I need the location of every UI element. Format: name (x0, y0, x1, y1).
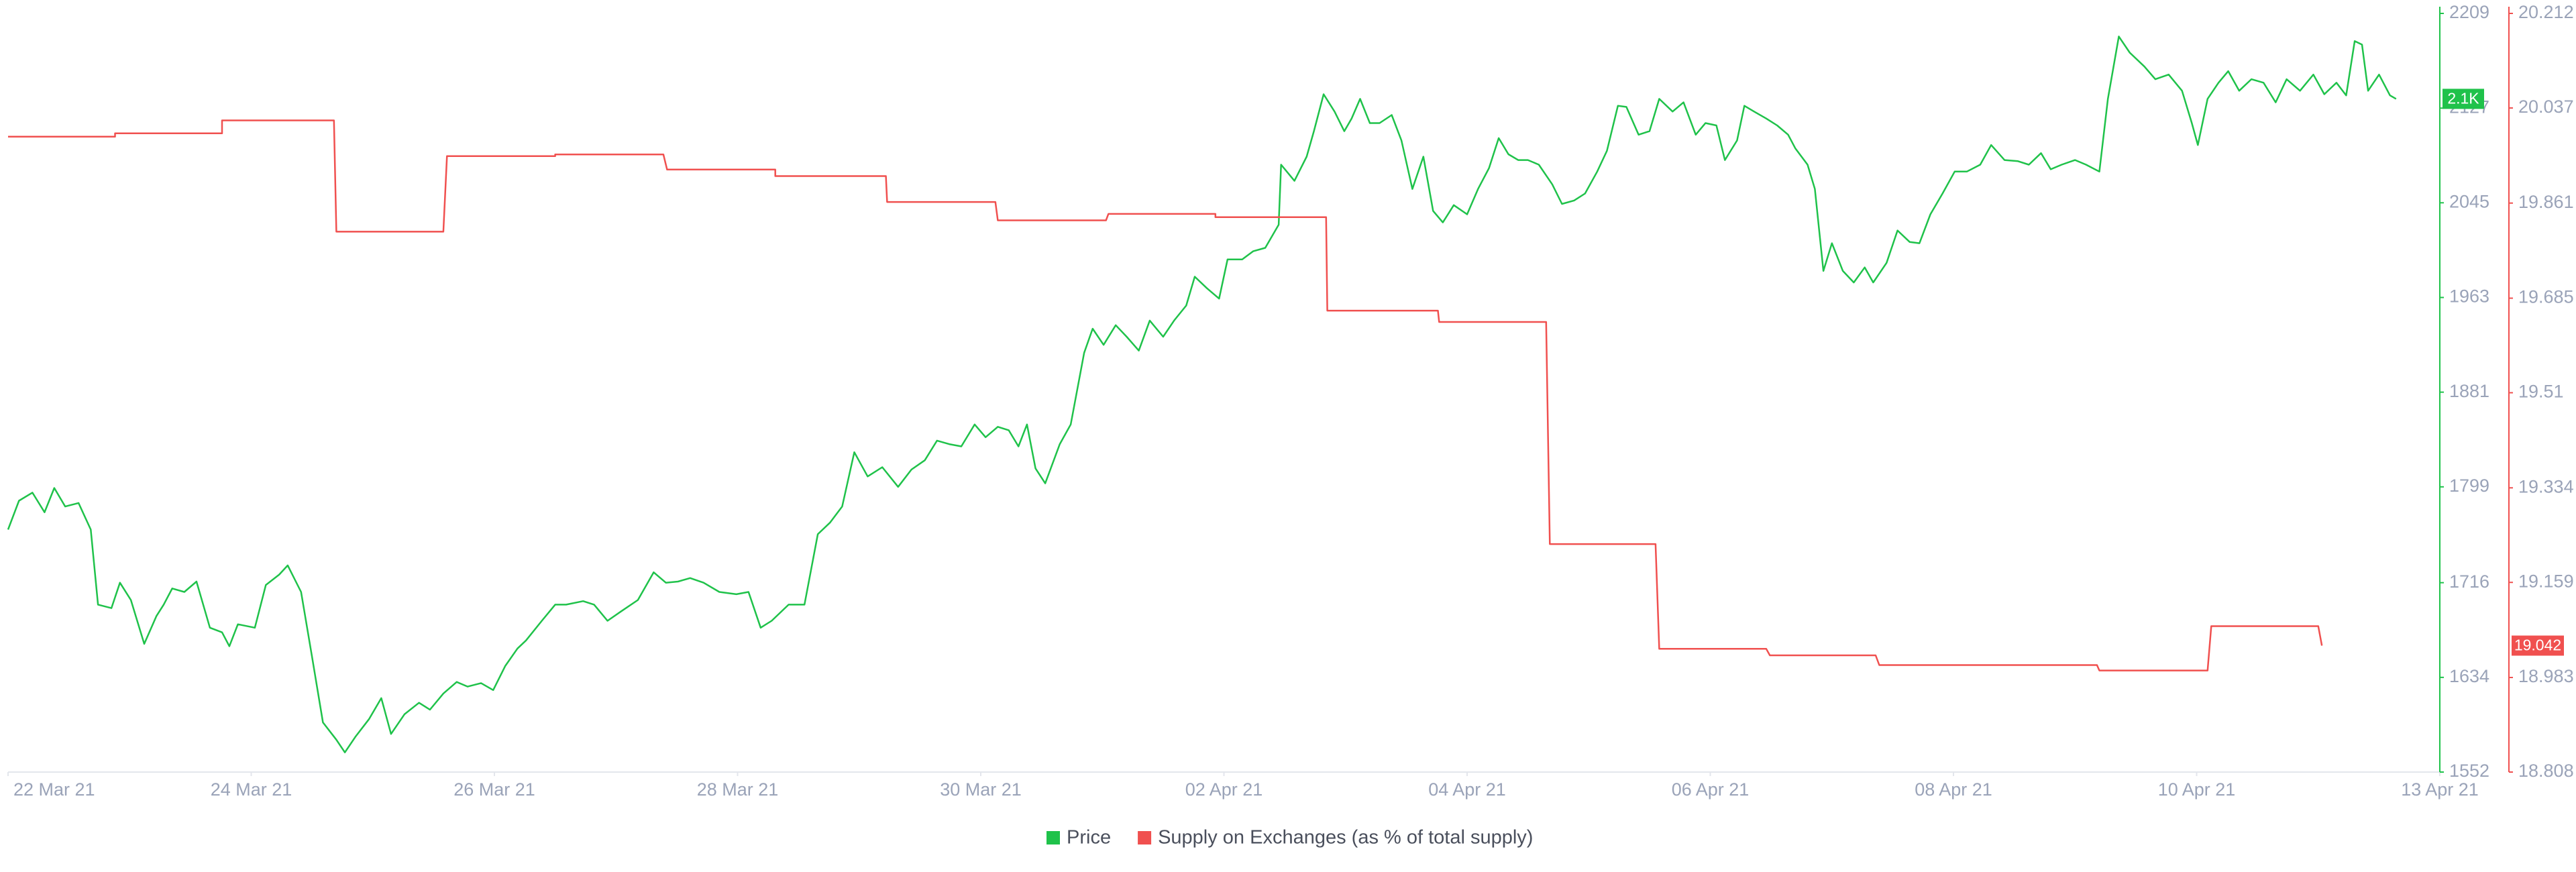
x-tick-label: 08 Apr 21 (1915, 779, 1992, 800)
x-tick-label: 26 Mar 21 (453, 779, 535, 800)
y-tick-label: 1634 (2449, 666, 2489, 686)
y2-tick-label: 18.983 (2518, 666, 2574, 686)
y-tick-label: 1799 (2449, 476, 2489, 496)
y2-tick-label: 20.037 (2518, 97, 2574, 117)
x-tick-label: 30 Mar 21 (940, 779, 1022, 800)
x-tick-label: 28 Mar 21 (697, 779, 779, 800)
value-badge (2512, 635, 2564, 656)
value-badge (2443, 89, 2484, 109)
y2-tick-label: 19.159 (2518, 571, 2574, 591)
y-tick-label: 1963 (2449, 286, 2489, 307)
value-badge-label: 2.1K (2447, 89, 2479, 107)
x-tick-label: 04 Apr 21 (1428, 779, 1506, 800)
x-tick-label: 06 Apr 21 (1672, 779, 1750, 800)
y-tick-label: 1881 (2449, 381, 2489, 401)
y-tick-label: 1552 (2449, 761, 2489, 781)
legend-swatch (1138, 831, 1152, 844)
x-tick-label: 10 Apr 21 (2158, 779, 2236, 800)
y2-tick-label: 19.334 (2518, 476, 2574, 496)
x-tick-label: 22 Mar 21 (13, 779, 95, 800)
x-tick-label: 24 Mar 21 (211, 779, 292, 800)
legend-label: Price (1067, 827, 1111, 849)
series-line (7, 36, 2397, 753)
series-line (8, 119, 2323, 671)
value-badge-label: 19.042 (2514, 637, 2561, 654)
y2-tick-label: 18.808 (2518, 761, 2574, 781)
y-tick-label: 2045 (2449, 191, 2489, 211)
y2-tick-label: 19.51 (2518, 382, 2564, 402)
y-tick-label: 1716 (2449, 571, 2489, 592)
x-tick-label: 13 Apr 21 (2401, 779, 2479, 800)
legend-swatch (1046, 831, 1060, 844)
y-tick-label: 2209 (2449, 2, 2489, 22)
y2-tick-label: 20.212 (2518, 2, 2574, 22)
y2-tick-label: 19.861 (2518, 192, 2574, 212)
legend-label: Supply on Exchanges (as % of total suppl… (1158, 827, 1533, 849)
x-tick-label: 02 Apr 21 (1185, 779, 1263, 800)
y2-tick-label: 19.685 (2518, 287, 2574, 307)
